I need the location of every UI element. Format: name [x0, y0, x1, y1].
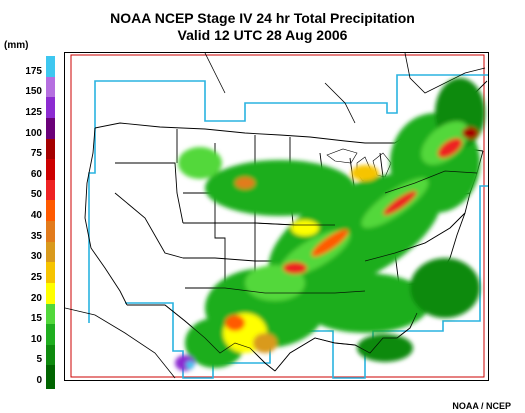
legend-label: 125 — [25, 106, 42, 118]
legend-entry: 35 — [4, 221, 56, 245]
legend-entry: 175 — [4, 56, 56, 80]
legend-entry: 30 — [4, 241, 56, 266]
legend-label: 10 — [30, 333, 42, 345]
legend-entry: 100 — [4, 117, 56, 142]
legend-label: 150 — [25, 86, 42, 98]
legend-swatch — [46, 179, 55, 204]
legend-swatch — [46, 324, 55, 348]
legend-swatch — [46, 200, 55, 224]
legend-swatch — [46, 159, 55, 183]
legend-swatch — [46, 56, 55, 80]
legend-entry: 40 — [4, 200, 56, 224]
credit-label: NOAA / NCEP — [452, 401, 511, 411]
valid-time-subtitle: Valid 12 UTC 28 Aug 2006 — [177, 27, 348, 43]
legend-entry: 0 — [4, 365, 56, 389]
legend-swatch — [46, 76, 55, 101]
legend-swatch — [46, 365, 55, 389]
legend-swatch — [46, 221, 55, 245]
legend-label: 5 — [36, 354, 42, 366]
legend-entry: 15 — [4, 303, 56, 328]
legend-swatch — [46, 262, 55, 286]
legend-label: 60 — [30, 168, 42, 180]
legend-swatch — [46, 241, 55, 266]
map-title: NOAA NCEP Stage IV 24 hr Total Precipita… — [110, 10, 415, 26]
legend-entry: 125 — [4, 97, 56, 121]
legend-entry: 10 — [4, 324, 56, 348]
legend-swatch — [46, 138, 55, 163]
legend-unit-label: (mm) — [4, 40, 29, 51]
legend-swatch — [46, 117, 55, 142]
legend-label: 0 — [36, 375, 42, 386]
legend-label: 35 — [30, 230, 42, 242]
legend-label: 15 — [30, 313, 42, 325]
domain-box — [70, 54, 485, 378]
precipitation-map — [64, 52, 489, 381]
legend-swatch — [46, 97, 55, 121]
legend-label: 175 — [25, 65, 42, 77]
legend-label: 75 — [30, 148, 42, 160]
legend-label: 30 — [30, 251, 42, 263]
legend-entry: 75 — [4, 138, 56, 163]
legend-swatch — [46, 344, 55, 369]
legend-entry: 20 — [4, 282, 56, 307]
precipitation-color-legend: 175 150 125 100 75 60 50 40 35 30 25 20 15 10 5 0 — [4, 56, 56, 389]
canada-mexico-lines — [65, 53, 486, 379]
precipitation-field — [175, 78, 485, 371]
analysis-boundary-line — [88, 74, 488, 323]
legend-label: 100 — [25, 127, 42, 139]
legend-entry: 25 — [4, 262, 56, 286]
legend-swatch — [46, 303, 55, 328]
border-overlay — [127, 170, 478, 372]
legend-entry: 5 — [4, 344, 56, 369]
legend-entry: 50 — [4, 179, 56, 204]
legend-label: 25 — [30, 271, 42, 283]
legend-label: 40 — [30, 210, 42, 221]
map-canvas — [65, 53, 488, 379]
legend-entry: 150 — [4, 76, 56, 101]
legend-label: 20 — [30, 292, 42, 304]
legend-label: 50 — [30, 189, 42, 201]
legend-swatch — [46, 282, 55, 307]
legend-entry: 60 — [4, 159, 56, 183]
